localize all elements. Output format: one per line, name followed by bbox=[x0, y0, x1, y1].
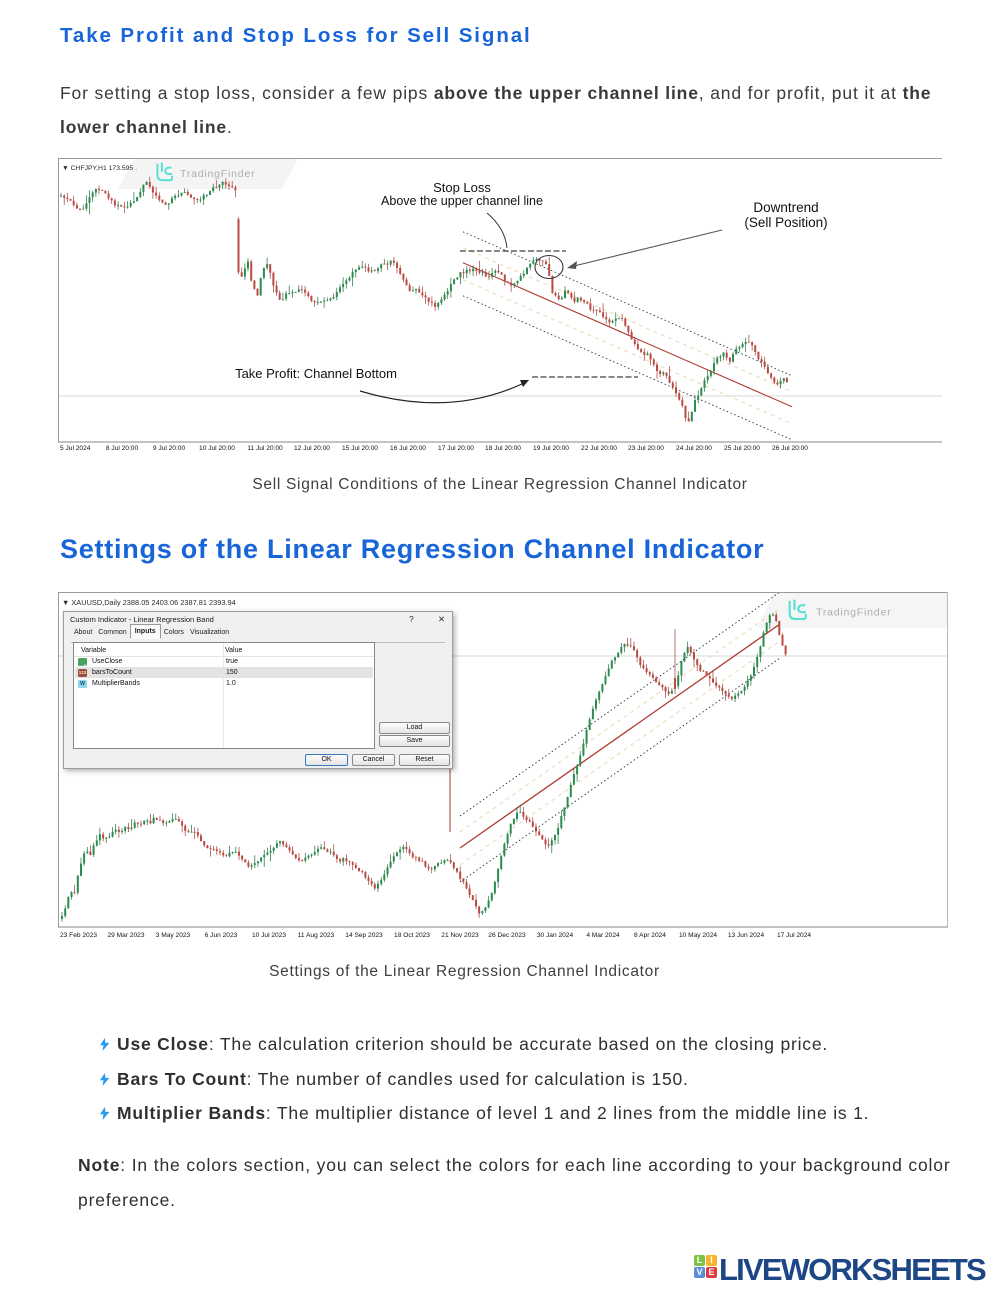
svg-text:(Sell Position): (Sell Position) bbox=[744, 215, 827, 230]
svg-text:10 Jul 20:00: 10 Jul 20:00 bbox=[199, 445, 235, 452]
svg-text:19 Jul 20:00: 19 Jul 20:00 bbox=[533, 445, 569, 452]
svg-text:17 Jul 20:00: 17 Jul 20:00 bbox=[438, 445, 474, 452]
svg-text:Take Profit: Channel Bottom: Take Profit: Channel Bottom bbox=[235, 366, 397, 381]
svg-text:11 Jul 20:00: 11 Jul 20:00 bbox=[247, 445, 283, 452]
svg-text:12 Jul 20:00: 12 Jul 20:00 bbox=[294, 445, 330, 452]
svg-text:6 Jun 2023: 6 Jun 2023 bbox=[205, 932, 238, 939]
svg-text:11 Aug 2023: 11 Aug 2023 bbox=[298, 932, 335, 939]
svg-text:21 Nov 2023: 21 Nov 2023 bbox=[441, 932, 479, 939]
svg-text:18 Jul 20:00: 18 Jul 20:00 bbox=[485, 445, 521, 452]
svg-text:TradingFinder: TradingFinder bbox=[816, 607, 891, 619]
svg-text:8 Apr 2024: 8 Apr 2024 bbox=[634, 932, 666, 939]
svg-text:15 Jul 20:00: 15 Jul 20:00 bbox=[342, 445, 378, 452]
svg-text:22 Jul 20:00: 22 Jul 20:00 bbox=[581, 445, 617, 452]
svg-text:3 May 2023: 3 May 2023 bbox=[156, 932, 191, 939]
svg-text:9 Jul 20:00: 9 Jul 20:00 bbox=[153, 445, 186, 452]
svg-text:Above the upper channel line: Above the upper channel line bbox=[381, 194, 543, 208]
svg-text:23 Jul 20:00: 23 Jul 20:00 bbox=[628, 445, 664, 452]
svg-text:25 Jul 20:00: 25 Jul 20:00 bbox=[724, 445, 760, 452]
svg-text:24 Jul 20:00: 24 Jul 20:00 bbox=[676, 445, 712, 452]
svg-text:16 Jul 20:00: 16 Jul 20:00 bbox=[390, 445, 426, 452]
svg-text:4 Mar 2024: 4 Mar 2024 bbox=[586, 932, 620, 939]
svg-text:5 Jul 2024: 5 Jul 2024 bbox=[60, 445, 91, 452]
svg-text:▼ CHFJPY,H1 173.595 .: ▼ CHFJPY,H1 173.595 . bbox=[62, 165, 137, 172]
svg-text:▼ XAUUSD,Daily 2388.05 2403.0: ▼ XAUUSD,Daily 2388.05 2403.06 2387.81 2… bbox=[62, 598, 236, 607]
svg-text:TradingFinder: TradingFinder bbox=[180, 168, 255, 180]
svg-text:Downtrend: Downtrend bbox=[753, 200, 818, 215]
svg-text:30 Jan 2024: 30 Jan 2024 bbox=[537, 932, 574, 939]
svg-text:13 Jun 2024: 13 Jun 2024 bbox=[728, 932, 765, 939]
svg-text:Stop Loss: Stop Loss bbox=[433, 180, 491, 195]
svg-text:26 Jul 20:00: 26 Jul 20:00 bbox=[772, 445, 808, 452]
svg-text:17 Jul 2024: 17 Jul 2024 bbox=[777, 932, 811, 939]
svg-text:8 Jul 20:00: 8 Jul 20:00 bbox=[106, 445, 139, 452]
svg-text:26 Dec 2023: 26 Dec 2023 bbox=[488, 932, 526, 939]
svg-text:18 Oct 2023: 18 Oct 2023 bbox=[394, 932, 430, 939]
svg-text:14 Sep 2023: 14 Sep 2023 bbox=[345, 932, 383, 939]
svg-text:23 Feb 2023: 23 Feb 2023 bbox=[60, 932, 97, 939]
svg-text:29 Mar 2023: 29 Mar 2023 bbox=[107, 932, 144, 939]
svg-text:10 Jul 2023: 10 Jul 2023 bbox=[252, 932, 286, 939]
svg-text:10 May 2024: 10 May 2024 bbox=[679, 932, 717, 939]
